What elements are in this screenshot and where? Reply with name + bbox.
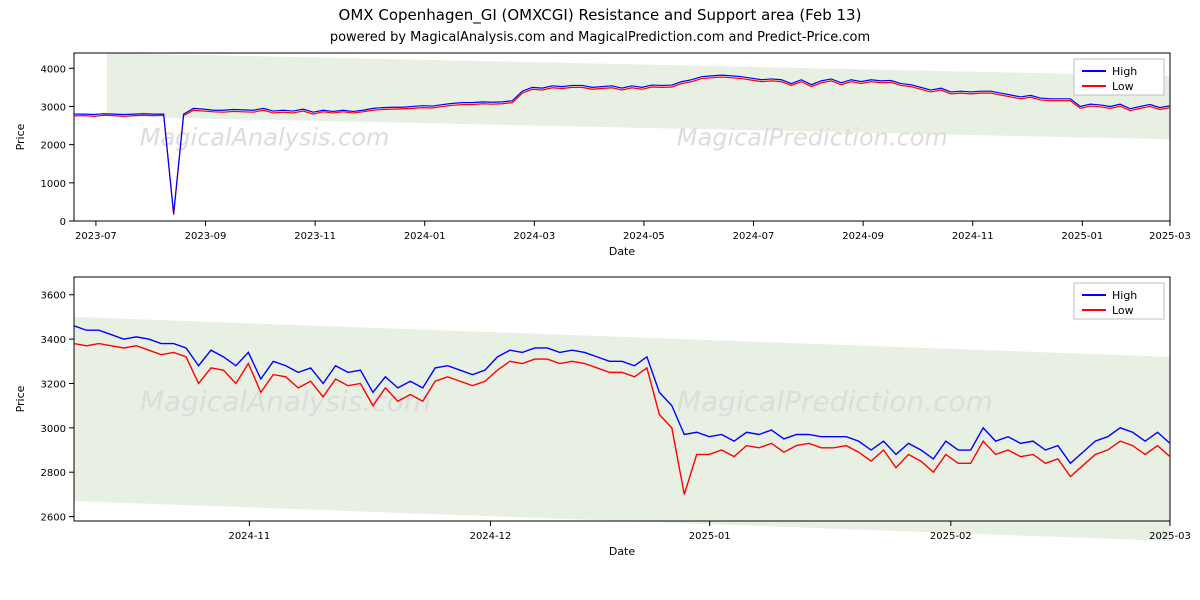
legend-label-low: Low xyxy=(1112,304,1134,317)
watermark: MagicalAnalysis.com xyxy=(140,123,390,151)
y-axis-label: Price xyxy=(14,123,27,150)
x-tick-label: 2025-01 xyxy=(1061,231,1103,242)
chart-upper-wrap: MagicalAnalysis.com MagicalPrediction.com… xyxy=(10,45,1190,265)
chart-upper: MagicalAnalysis.com MagicalPrediction.com… xyxy=(10,45,1190,265)
chart-lower: MagicalAnalysis.comMagicalPrediction.com… xyxy=(10,265,1190,565)
y-tick-label: 2000 xyxy=(41,141,66,152)
y-tick-label: 3600 xyxy=(41,291,66,302)
y-tick-label: 3000 xyxy=(41,424,66,435)
x-tick-label: 2025-02 xyxy=(930,531,972,542)
y-tick-label: 2800 xyxy=(41,468,66,479)
x-tick-label: 2024-12 xyxy=(470,531,512,542)
legend-label-high: High xyxy=(1112,65,1137,78)
x-tick-label: 2025-03 xyxy=(1149,231,1190,242)
x-tick-label: 2024-01 xyxy=(404,231,446,242)
x-tick-label: 2025-01 xyxy=(689,531,731,542)
x-tick-label: 2024-11 xyxy=(228,531,270,542)
legend-label-low: Low xyxy=(1112,80,1134,93)
x-tick-label: 2023-07 xyxy=(75,231,117,242)
y-tick-label: 2600 xyxy=(41,513,66,524)
legend-label-high: High xyxy=(1112,289,1137,302)
chart-lower-wrap: MagicalAnalysis.comMagicalPrediction.com… xyxy=(10,265,1190,565)
x-tick-label: 2024-05 xyxy=(623,231,665,242)
watermark: MagicalPrediction.com xyxy=(677,123,948,151)
support-resistance-band xyxy=(74,317,1170,541)
y-tick-label: 1000 xyxy=(41,179,66,190)
y-axis-label: Price xyxy=(14,385,27,412)
y-tick-label: 3400 xyxy=(41,335,66,346)
x-axis-label: Date xyxy=(609,245,636,258)
x-tick-label: 2024-07 xyxy=(733,231,775,242)
x-tick-label: 2024-09 xyxy=(842,231,884,242)
x-axis-label: Date xyxy=(609,545,636,558)
x-tick-label: 2024-03 xyxy=(513,231,555,242)
watermark: MagicalPrediction.com xyxy=(677,385,993,418)
x-tick-label: 2025-03 xyxy=(1149,531,1190,542)
y-tick-label: 4000 xyxy=(41,64,66,75)
y-tick-label: 3200 xyxy=(41,379,66,390)
y-tick-label: 0 xyxy=(60,217,66,228)
y-tick-label: 3000 xyxy=(41,102,66,113)
sub-title: powered by MagicalAnalysis.com and Magic… xyxy=(0,30,1200,45)
x-tick-label: 2023-11 xyxy=(294,231,336,242)
x-tick-label: 2023-09 xyxy=(185,231,227,242)
main-title: OMX Copenhagen_GI (OMXCGI) Resistance an… xyxy=(0,6,1200,24)
x-tick-label: 2024-11 xyxy=(952,231,994,242)
